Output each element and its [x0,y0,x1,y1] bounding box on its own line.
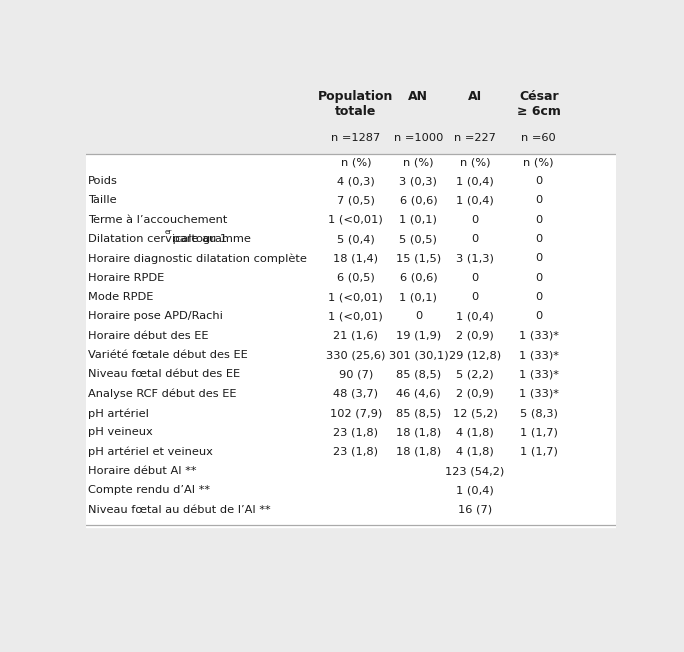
Text: n =1000: n =1000 [394,134,443,143]
Text: 0: 0 [471,273,479,283]
Text: 1 (33)*: 1 (33)* [518,350,559,360]
Text: 18 (1,8): 18 (1,8) [396,447,441,457]
Text: 85 (8,5): 85 (8,5) [396,370,441,379]
Text: Horaire RPDE: Horaire RPDE [88,273,164,283]
Text: Analyse RCF début des EE: Analyse RCF début des EE [88,389,237,399]
Text: 3 (1,3): 3 (1,3) [456,254,494,263]
Text: er: er [165,229,172,235]
Text: Compte rendu d’AI **: Compte rendu d’AI ** [88,485,210,496]
Text: pH artériel et veineux: pH artériel et veineux [88,447,213,457]
Text: n (%): n (%) [403,157,434,167]
Text: 1 (1,7): 1 (1,7) [520,428,557,437]
Text: 0: 0 [471,215,479,225]
Text: 46 (4,6): 46 (4,6) [396,389,440,399]
Text: 5 (2,2): 5 (2,2) [456,370,494,379]
Text: 4 (0,3): 4 (0,3) [337,176,375,186]
Text: pH veineux: pH veineux [88,428,153,437]
Text: Horaire début des EE: Horaire début des EE [88,331,209,341]
Text: 21 (1,6): 21 (1,6) [333,331,378,341]
Text: 1 (0,4): 1 (0,4) [456,312,494,321]
Text: 19 (1,9): 19 (1,9) [396,331,441,341]
Text: 6 (0,6): 6 (0,6) [399,196,437,205]
Text: César
≥ 6cm: César ≥ 6cm [517,90,561,118]
Text: 5 (0,5): 5 (0,5) [399,234,437,244]
Text: n (%): n (%) [460,157,490,167]
Text: 7 (0,5): 7 (0,5) [337,196,375,205]
Text: 0: 0 [471,292,479,302]
Text: 0: 0 [535,176,542,186]
Text: 18 (1,8): 18 (1,8) [396,428,441,437]
Text: Taille: Taille [88,196,117,205]
Text: 5 (0,4): 5 (0,4) [337,234,375,244]
Text: Dilatation cervicale au 1: Dilatation cervicale au 1 [88,234,227,244]
Text: Terme à l’accouchement: Terme à l’accouchement [88,215,228,225]
Text: n =60: n =60 [521,134,556,143]
Text: Horaire début AI **: Horaire début AI ** [88,466,197,476]
Text: 0: 0 [415,312,422,321]
Text: 90 (7): 90 (7) [339,370,373,379]
Text: n =1287: n =1287 [331,134,380,143]
Text: 1 (<0,01): 1 (<0,01) [328,292,383,302]
Text: 4 (1,8): 4 (1,8) [456,428,494,437]
Text: n =227: n =227 [454,134,496,143]
Text: 1 (<0,01): 1 (<0,01) [328,215,383,225]
Text: 6 (0,5): 6 (0,5) [337,273,375,283]
Text: 1 (<0,01): 1 (<0,01) [328,312,383,321]
Text: 1 (0,4): 1 (0,4) [456,485,494,496]
Text: 1 (0,4): 1 (0,4) [456,176,494,186]
Text: 0: 0 [535,215,542,225]
Text: 29 (12,8): 29 (12,8) [449,350,501,360]
Text: 0: 0 [535,234,542,244]
Text: 5 (8,3): 5 (8,3) [520,408,557,418]
Text: Population
totale: Population totale [318,90,393,118]
Text: 15 (1,5): 15 (1,5) [396,254,441,263]
Text: 12 (5,2): 12 (5,2) [453,408,497,418]
Text: 1 (1,7): 1 (1,7) [520,447,557,457]
Text: 23 (1,8): 23 (1,8) [333,447,378,457]
Text: 0: 0 [535,196,542,205]
Text: 0: 0 [535,273,542,283]
Text: 0: 0 [535,254,542,263]
Text: 48 (3,7): 48 (3,7) [333,389,378,399]
Text: 4 (1,8): 4 (1,8) [456,447,494,457]
Text: 1 (0,1): 1 (0,1) [399,215,437,225]
Text: Mode RPDE: Mode RPDE [88,292,153,302]
Text: 23 (1,8): 23 (1,8) [333,428,378,437]
Text: n (%): n (%) [341,157,371,167]
Text: Horaire diagnostic dilatation complète: Horaire diagnostic dilatation complète [88,254,307,264]
Text: 85 (8,5): 85 (8,5) [396,408,441,418]
Text: 1 (0,4): 1 (0,4) [456,196,494,205]
Text: Variété fœtale début des EE: Variété fœtale début des EE [88,350,248,360]
Text: AI: AI [468,90,482,103]
Text: 16 (7): 16 (7) [458,505,492,514]
Text: Niveau fœtal début des EE: Niveau fœtal début des EE [88,370,240,379]
Text: 123 (54,2): 123 (54,2) [445,466,505,476]
Text: 1 (33)*: 1 (33)* [518,331,559,341]
Text: 1 (0,1): 1 (0,1) [399,292,437,302]
Text: Poids: Poids [88,176,118,186]
Text: 301 (30,1): 301 (30,1) [389,350,448,360]
Text: pH artériel: pH artériel [88,408,149,419]
Text: n (%): n (%) [523,157,554,167]
Text: 0: 0 [535,292,542,302]
Text: 3 (0,3): 3 (0,3) [399,176,437,186]
Text: AN: AN [408,90,428,103]
Text: Horaire pose APD/Rachi: Horaire pose APD/Rachi [88,312,223,321]
Text: 2 (0,9): 2 (0,9) [456,389,494,399]
Text: 330 (25,6): 330 (25,6) [326,350,386,360]
Text: 2 (0,9): 2 (0,9) [456,331,494,341]
Text: Niveau fœtal au début de l’AI **: Niveau fœtal au début de l’AI ** [88,505,271,514]
Text: 1 (33)*: 1 (33)* [518,389,559,399]
Text: 18 (1,4): 18 (1,4) [333,254,378,263]
Text: 6 (0,6): 6 (0,6) [399,273,437,283]
Text: 1 (33)*: 1 (33)* [518,370,559,379]
Text: 0: 0 [535,312,542,321]
Text: 102 (7,9): 102 (7,9) [330,408,382,418]
Text: 0: 0 [471,234,479,244]
Text: partogramme: partogramme [169,234,251,244]
